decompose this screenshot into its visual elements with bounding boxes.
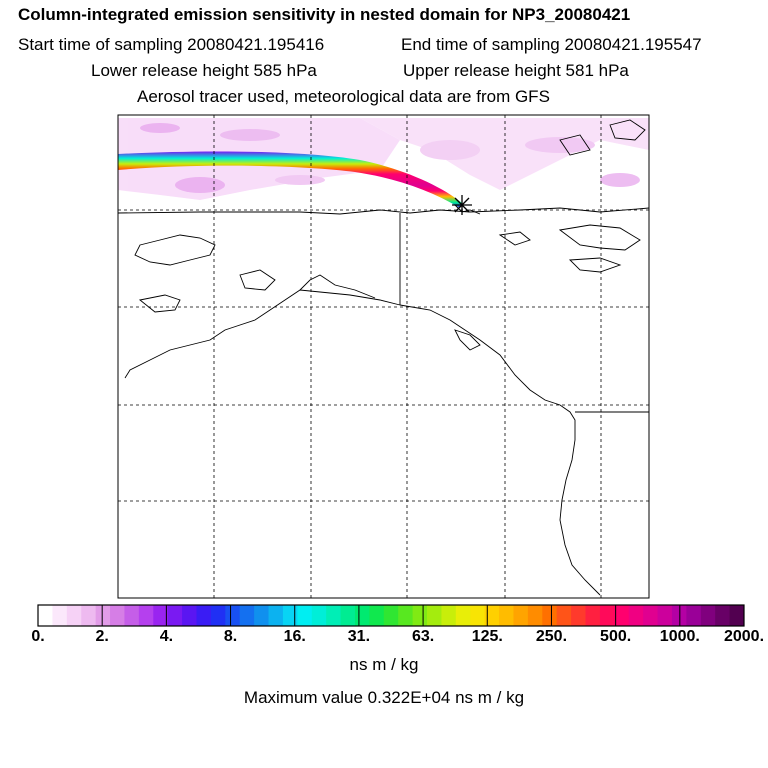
start-time-label: Start time of sampling 20080421.195416 — [18, 35, 325, 54]
colorbar-cell — [110, 605, 125, 626]
colorbar-tick-label: 500. — [600, 628, 632, 645]
colorbar-cell — [153, 605, 169, 626]
colorbar-cell — [210, 605, 226, 626]
colorbar-cell — [657, 605, 673, 626]
colorbar-tick-label: 125. — [471, 628, 503, 645]
release-site-marker — [452, 195, 472, 215]
colorbar-cell — [686, 605, 702, 626]
colorbar-cell — [484, 605, 500, 626]
colorbar-cell — [470, 605, 486, 626]
colorbar-cell — [441, 605, 457, 626]
colorbar-cell — [297, 605, 313, 626]
colorbar-cell — [268, 605, 284, 626]
colorbar-cell — [124, 605, 140, 626]
colorbar-cell — [715, 605, 731, 626]
colorbar-cell — [527, 605, 543, 626]
colorbar-cell — [326, 605, 342, 626]
colorbar-cell — [628, 605, 644, 626]
plume-trajectory — [118, 151, 462, 208]
colorbar-cell — [571, 605, 587, 626]
colorbar-frame — [37, 604, 745, 627]
colorbar-cell — [138, 605, 154, 626]
colorbar-cell — [614, 605, 630, 626]
colorbar-tick-label: 4. — [159, 628, 174, 645]
colorbar-cell — [427, 605, 442, 626]
colorbar-tick-label: 16. — [283, 628, 306, 645]
lower-release-label: Lower release height 585 hPa — [91, 61, 317, 80]
map-frame — [117, 114, 650, 599]
colorbar-cell — [455, 605, 471, 626]
colorbar-cell — [52, 605, 68, 626]
colorbar-cell — [513, 605, 529, 626]
colorbar-cell — [340, 605, 356, 626]
colorbar-cell — [383, 605, 399, 626]
colorbar-cell — [729, 605, 745, 626]
colorbar-cell — [542, 605, 558, 626]
colorbar-tick-label: 1000. — [659, 628, 700, 645]
colorbar-cell — [81, 605, 97, 626]
colorbar-tick-label: 2000. — [723, 628, 765, 645]
colorbar-tick-label: 31. — [347, 628, 371, 645]
colorbar-tick-label: 63. — [411, 628, 435, 645]
maximum-value-label: Maximum value 0.322E+04 ns m / kg — [243, 688, 525, 707]
colorbar-cell — [182, 605, 197, 626]
colorbar-cell — [239, 605, 255, 626]
colorbar-cell — [167, 605, 183, 626]
colorbar-cell — [700, 605, 716, 626]
colorbar-cell — [66, 605, 82, 626]
end-time-label: End time of sampling 20080421.195547 — [401, 35, 702, 54]
colorbar-cell — [499, 605, 514, 626]
colorbar-units: ns m / kg — [349, 655, 419, 674]
plot-title: Column-integrated emission sensitivity i… — [18, 5, 631, 24]
colorbar-cell — [254, 605, 270, 626]
colorbar — [37, 604, 745, 627]
colorbar-cell — [196, 605, 212, 626]
colorbar-tick-label: 250. — [535, 628, 568, 645]
colorbar-cell — [311, 605, 327, 626]
colorbar-tick-label: 2. — [95, 628, 109, 645]
upper-release-label: Upper release height 581 hPa — [403, 61, 629, 80]
colorbar-cell — [585, 605, 601, 626]
colorbar-cell — [599, 605, 615, 626]
colorbar-cell — [225, 605, 241, 626]
tracer-info-label: Aerosol tracer used, meteorological data… — [137, 87, 550, 106]
colorbar-cell — [556, 605, 572, 626]
colorbar-cell — [643, 605, 659, 626]
colorbar-cell — [369, 605, 385, 626]
graticule — [118, 115, 649, 598]
colorbar-cell — [354, 605, 370, 626]
colorbar-cell — [398, 605, 414, 626]
colorbar-cell — [38, 605, 53, 626]
colorbar-cell — [282, 605, 298, 626]
colorbar-cell — [412, 605, 428, 626]
colorbar-cell — [95, 605, 111, 626]
colorbar-tick-label: 0. — [31, 628, 45, 645]
colorbar-tick-label: 8. — [223, 628, 238, 645]
